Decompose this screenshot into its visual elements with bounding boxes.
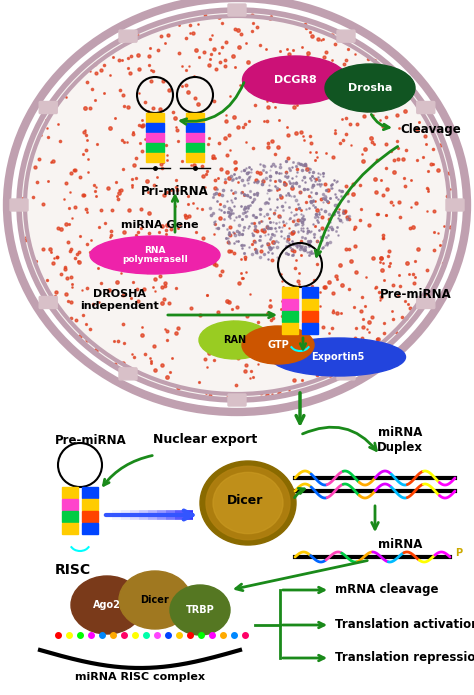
FancyBboxPatch shape [446, 199, 464, 211]
Ellipse shape [243, 56, 347, 104]
Text: Pri-miRNA: Pri-miRNA [141, 185, 209, 198]
FancyBboxPatch shape [337, 30, 355, 42]
FancyBboxPatch shape [302, 311, 318, 322]
Ellipse shape [71, 576, 143, 634]
Text: Dicer: Dicer [227, 493, 263, 507]
Ellipse shape [19, 10, 455, 400]
Ellipse shape [325, 64, 415, 112]
Text: Dicer: Dicer [141, 595, 169, 605]
FancyBboxPatch shape [39, 101, 57, 113]
FancyBboxPatch shape [146, 133, 164, 142]
Ellipse shape [170, 585, 230, 635]
Text: Exportin5: Exportin5 [311, 352, 365, 362]
Text: DCGR8: DCGR8 [273, 75, 316, 85]
FancyBboxPatch shape [82, 487, 98, 498]
FancyBboxPatch shape [39, 297, 57, 309]
Ellipse shape [200, 461, 296, 545]
FancyBboxPatch shape [302, 299, 318, 310]
Text: Translation repression: Translation repression [335, 651, 474, 664]
Text: Pre-miRNA: Pre-miRNA [380, 288, 452, 302]
Ellipse shape [242, 326, 314, 364]
FancyBboxPatch shape [282, 323, 298, 334]
FancyBboxPatch shape [82, 499, 98, 510]
FancyBboxPatch shape [119, 30, 137, 42]
Text: Translation activation: Translation activation [335, 619, 474, 632]
FancyBboxPatch shape [228, 394, 246, 406]
FancyBboxPatch shape [186, 143, 204, 152]
Text: RISC: RISC [55, 563, 91, 577]
Text: GTP: GTP [267, 340, 289, 350]
FancyBboxPatch shape [186, 113, 204, 122]
Text: TRBP: TRBP [186, 605, 214, 615]
FancyBboxPatch shape [146, 153, 164, 162]
FancyBboxPatch shape [62, 511, 78, 522]
FancyBboxPatch shape [186, 123, 204, 132]
Ellipse shape [90, 236, 220, 274]
Ellipse shape [199, 321, 271, 359]
Text: Pre-miRNA: Pre-miRNA [55, 434, 127, 446]
Text: miRNA
Duplex: miRNA Duplex [377, 426, 423, 454]
FancyBboxPatch shape [82, 523, 98, 534]
Ellipse shape [271, 338, 405, 376]
Text: miRNA RISC complex: miRNA RISC complex [75, 672, 205, 682]
Text: Ago2: Ago2 [93, 600, 121, 610]
FancyBboxPatch shape [282, 287, 298, 298]
FancyBboxPatch shape [417, 101, 435, 113]
FancyBboxPatch shape [282, 299, 298, 310]
Text: mRNA cleavage: mRNA cleavage [335, 584, 438, 596]
FancyBboxPatch shape [62, 523, 78, 534]
Ellipse shape [206, 466, 290, 540]
Text: P: P [455, 548, 462, 558]
FancyBboxPatch shape [186, 133, 204, 142]
Text: Nuclear export: Nuclear export [153, 434, 257, 446]
FancyBboxPatch shape [417, 297, 435, 309]
Text: Cleavage: Cleavage [400, 124, 461, 136]
Text: DROSHA
independent: DROSHA independent [81, 289, 159, 311]
FancyBboxPatch shape [228, 4, 246, 16]
Ellipse shape [213, 473, 283, 534]
Ellipse shape [119, 571, 191, 629]
Text: RNA
polymeraseII: RNA polymeraseII [122, 245, 188, 264]
FancyBboxPatch shape [282, 311, 298, 322]
Text: miRNA: miRNA [378, 539, 422, 552]
Text: Drosha: Drosha [348, 83, 392, 93]
FancyBboxPatch shape [186, 153, 204, 162]
FancyBboxPatch shape [337, 368, 355, 380]
FancyBboxPatch shape [146, 113, 164, 122]
FancyBboxPatch shape [302, 287, 318, 298]
FancyBboxPatch shape [82, 511, 98, 522]
FancyBboxPatch shape [302, 323, 318, 334]
FancyBboxPatch shape [146, 123, 164, 132]
FancyBboxPatch shape [119, 368, 137, 380]
FancyBboxPatch shape [10, 199, 28, 211]
FancyBboxPatch shape [62, 487, 78, 498]
Text: RAN: RAN [223, 335, 246, 345]
FancyBboxPatch shape [62, 499, 78, 510]
FancyBboxPatch shape [146, 143, 164, 152]
Text: miRNA Gene: miRNA Gene [121, 220, 199, 230]
